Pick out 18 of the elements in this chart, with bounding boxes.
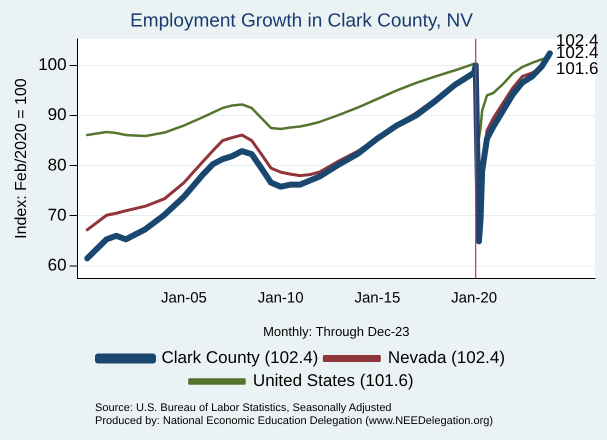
x-tick-label: Jan-10: [258, 290, 304, 307]
text: Produced by: National Economic Education Delegation (www.NEEDelegation.org): [95, 415, 494, 428]
y-tick-label: 70: [48, 205, 67, 224]
source-note: Source: U.S. Bureau of Labor Statistics, Seasonally Adjusted: [95, 402, 393, 415]
y-axis-title: Index: Feb/2020 = 100: [13, 78, 30, 239]
x-axis-title: Monthly: Through Dec-23: [263, 324, 410, 339]
x-tick-label: Jan-05: [161, 290, 207, 307]
legend-label: Nevada (102.4): [388, 348, 506, 368]
x-tick-label: Jan-20: [451, 290, 498, 307]
chart-title: Employment Growth in Clark County, NV: [130, 10, 474, 32]
y-tick-label: 100: [38, 55, 67, 74]
annotation: 101.6: [556, 59, 598, 78]
legend-label: United States (101.6): [252, 371, 414, 390]
y-tick-label: 90: [48, 105, 67, 124]
legend-label: Clark County (102.4): [161, 348, 318, 368]
x-tick-label: Jan-15: [354, 290, 400, 307]
y-tick-label: 80: [48, 155, 67, 174]
y-tick-label: 60: [48, 256, 67, 275]
